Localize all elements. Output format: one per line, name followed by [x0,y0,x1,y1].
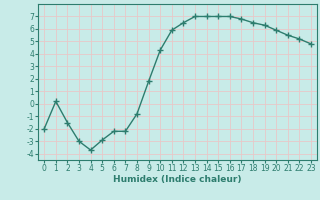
X-axis label: Humidex (Indice chaleur): Humidex (Indice chaleur) [113,175,242,184]
